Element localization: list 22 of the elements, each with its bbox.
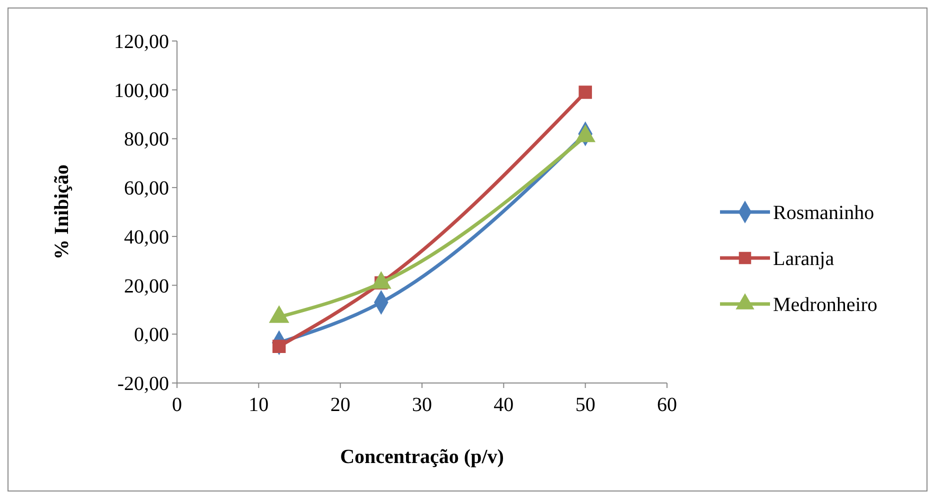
legend-label: Medronheiro <box>773 294 878 316</box>
x-tick-label: 60 <box>657 394 677 416</box>
x-tick-label: 40 <box>494 394 514 416</box>
y-tick-label: 40,00 <box>124 226 169 248</box>
x-tick-label: 0 <box>172 394 182 416</box>
y-tick-label: 0,00 <box>134 324 169 346</box>
y-tick-label: 60,00 <box>124 178 169 200</box>
x-tick-label: 20 <box>330 394 350 416</box>
y-tick-label: 100,00 <box>114 80 169 102</box>
legend-label: Laranja <box>773 248 834 270</box>
y-tick-label: 120,00 <box>114 31 169 53</box>
point <box>578 86 592 99</box>
x-tick-label: 30 <box>412 394 432 416</box>
point <box>272 340 286 353</box>
legend-label: Rosmaninho <box>773 202 874 224</box>
y-tick-label: 20,00 <box>124 275 169 298</box>
x-tick-label: 50 <box>575 394 596 416</box>
y-tick-label: 80,00 <box>124 128 169 151</box>
y-tick-label: -20,00 <box>117 373 169 395</box>
x-axis-title: Concentração (p/v) <box>340 446 504 468</box>
x-tick-label: 10 <box>248 394 269 416</box>
y-axis-title: % Inibição <box>51 164 73 260</box>
